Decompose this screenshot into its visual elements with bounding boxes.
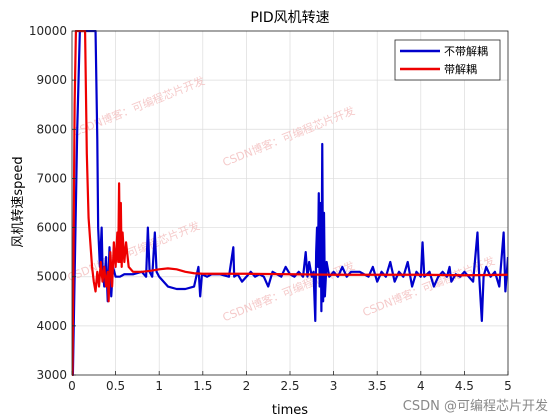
y-tick-label: 10000 [29,24,67,38]
legend-label-series-1: 不带解耦 [444,44,488,58]
x-tick-label: 2 [243,379,251,393]
series-layer [72,30,508,376]
x-axis-label: times [272,403,308,418]
x-tick-label: 0.5 [106,379,125,393]
x-tick-label: 3.5 [368,379,387,393]
y-tick-label: 8000 [36,122,67,136]
chart-title: PID风机转速 [250,10,329,26]
y-tick-label: 3000 [36,368,67,382]
x-tick-label: 4.5 [455,379,474,393]
x-tick-label: 1.5 [193,379,212,393]
series-line-1 [72,30,508,376]
series-line-2 [72,30,508,376]
y-tick-label: 6000 [36,221,67,235]
footer-watermark: CSDN @可编程芯片开发 [403,398,548,414]
axis-ticks: 0 0.5 1 1.5 2 2.5 3 3.5 4 4.5 5 3000 4000 5000 6000 700… [29,24,512,393]
x-tick-label: 0 [68,379,76,393]
x-tick-label: 5 [504,379,512,393]
y-tick-label: 7000 [36,171,67,185]
y-tick-label: 4000 [36,319,67,333]
x-tick-label: 2.5 [280,379,299,393]
y-tick-label: 5000 [36,270,67,284]
x-tick-label: 1 [155,379,163,393]
legend-label-series-2: 带解耦 [444,62,477,76]
legend: 不带解耦 带解耦 [394,39,501,81]
x-tick-label: 3 [330,379,338,393]
y-axis-label: 风机转速speed [11,156,26,247]
legend-box [394,39,501,81]
x-tick-label: 4 [417,379,425,393]
y-tick-label: 9000 [36,73,67,87]
